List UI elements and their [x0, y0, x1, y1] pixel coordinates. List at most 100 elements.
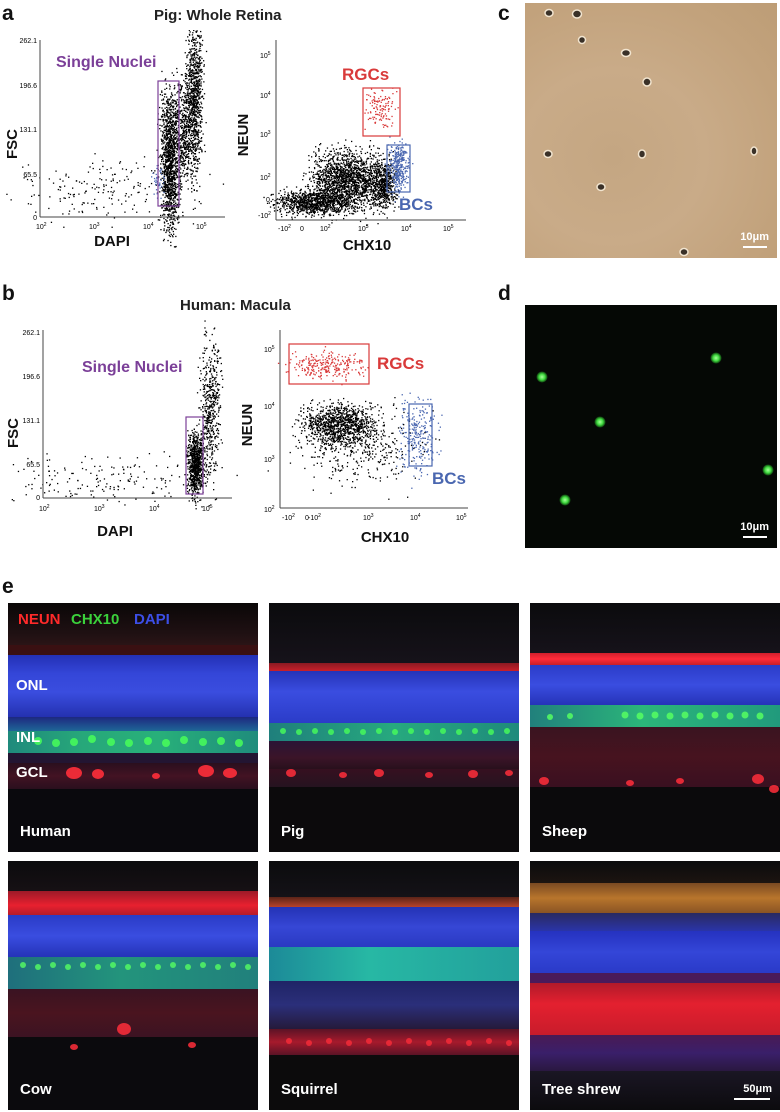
scatter-point: [182, 146, 185, 148]
scatter-point: [327, 171, 329, 173]
scatter-point: [370, 157, 373, 160]
scatter-point: [308, 213, 310, 215]
scatter-point: [179, 119, 181, 121]
scatter-point: [195, 143, 197, 145]
scatter-point: [183, 79, 185, 82]
scatter-point: [360, 161, 363, 163]
scatter-point: [198, 50, 200, 52]
scatter-point: [168, 129, 170, 131]
scatter-point: [201, 44, 203, 46]
scatter-point: [348, 210, 350, 212]
scatter-point: [184, 72, 186, 75]
scatter-point: [284, 193, 286, 196]
scatter-point: [163, 210, 165, 212]
scatter-point: [164, 148, 166, 150]
scatter-point: [322, 171, 324, 173]
scatter-point: [331, 144, 333, 146]
scatter-point: [362, 161, 364, 163]
scatter-point: [168, 234, 170, 236]
scatter-point: [170, 156, 173, 158]
scatter-point: [182, 115, 184, 117]
scatter-point: [374, 201, 376, 203]
scatter-point: [172, 223, 175, 225]
scatter-point: [194, 135, 196, 137]
scatter-point: [317, 211, 319, 213]
scatter-point: [65, 173, 67, 175]
scatter-point: [197, 144, 199, 146]
scatter-point: [160, 118, 162, 121]
scatter-point: [184, 148, 187, 150]
scatter-point: [182, 158, 184, 160]
scatter-point: [168, 121, 171, 123]
scatter-point: [353, 188, 355, 190]
scatter-point: [337, 156, 339, 159]
scatter-point: [369, 180, 372, 182]
scatter-point: [175, 116, 177, 119]
scatter-point: [195, 170, 197, 172]
scatter-point: [347, 208, 349, 210]
scatter-point: [369, 163, 371, 165]
scatter-point: [319, 184, 321, 187]
scatter-point: [366, 190, 368, 192]
scatter-point: [156, 193, 158, 195]
scatter-point: [163, 228, 165, 230]
scatter-point: [91, 187, 93, 189]
scatter-point: [177, 118, 179, 120]
scatter-point: [323, 194, 325, 196]
scatter-point: [188, 130, 190, 132]
scatter-point: [355, 198, 357, 200]
scatter-point: [290, 206, 293, 208]
scatter-point: [378, 169, 380, 171]
scatter-point: [348, 200, 350, 202]
scatter-point: [306, 185, 309, 187]
scatter-point: [331, 164, 333, 166]
scatter-point: [174, 163, 176, 165]
scatter-point: [166, 174, 168, 176]
scatter-point: [199, 185, 201, 188]
scatter-point: [175, 157, 177, 159]
scatter-point: [359, 190, 361, 192]
scatter-point: [361, 167, 363, 170]
scatter-point: [305, 211, 307, 213]
scatter-point: [180, 149, 182, 151]
scatter-point: [201, 137, 203, 139]
scatter-point: [369, 208, 371, 210]
scatter-point: [167, 214, 169, 216]
scatter-point: [190, 70, 192, 72]
scatter-point: [334, 177, 336, 180]
scatter-point: [175, 111, 177, 113]
scatter-point: [341, 186, 343, 188]
scatter-point: [355, 167, 358, 169]
scatter-point: [184, 152, 186, 154]
scatter-point: [366, 180, 368, 182]
scatter-point: [313, 189, 315, 191]
scatter-point: [155, 184, 157, 186]
scatter-point: [158, 118, 160, 121]
scatter-point: [176, 161, 178, 163]
scatter-point: [82, 202, 84, 204]
scatter-point: [186, 168, 188, 170]
scatter-point: [340, 205, 342, 207]
scatter-point: [344, 187, 346, 189]
scatter-point: [169, 235, 171, 238]
scatter-point: [169, 164, 171, 166]
scatter-point: [165, 83, 167, 85]
scatter-point: [372, 191, 374, 193]
scatter-point: [365, 181, 367, 183]
scatter-point: [173, 142, 176, 144]
scatter-point: [329, 158, 331, 160]
scatter-point: [346, 181, 348, 183]
scatter-point: [300, 196, 302, 198]
scatter-point: [195, 101, 197, 103]
scatter-point: [318, 193, 320, 196]
scatter-point: [322, 198, 324, 201]
scatter-point: [344, 195, 346, 198]
scatter-point: [192, 99, 194, 101]
scatter-point: [197, 160, 199, 162]
scatter-point: [185, 172, 188, 175]
scatter-point: [363, 209, 366, 211]
scatter-point: [294, 216, 296, 219]
scatter-point: [188, 40, 190, 42]
scatter-point: [169, 115, 171, 117]
scatter-point: [189, 65, 191, 68]
